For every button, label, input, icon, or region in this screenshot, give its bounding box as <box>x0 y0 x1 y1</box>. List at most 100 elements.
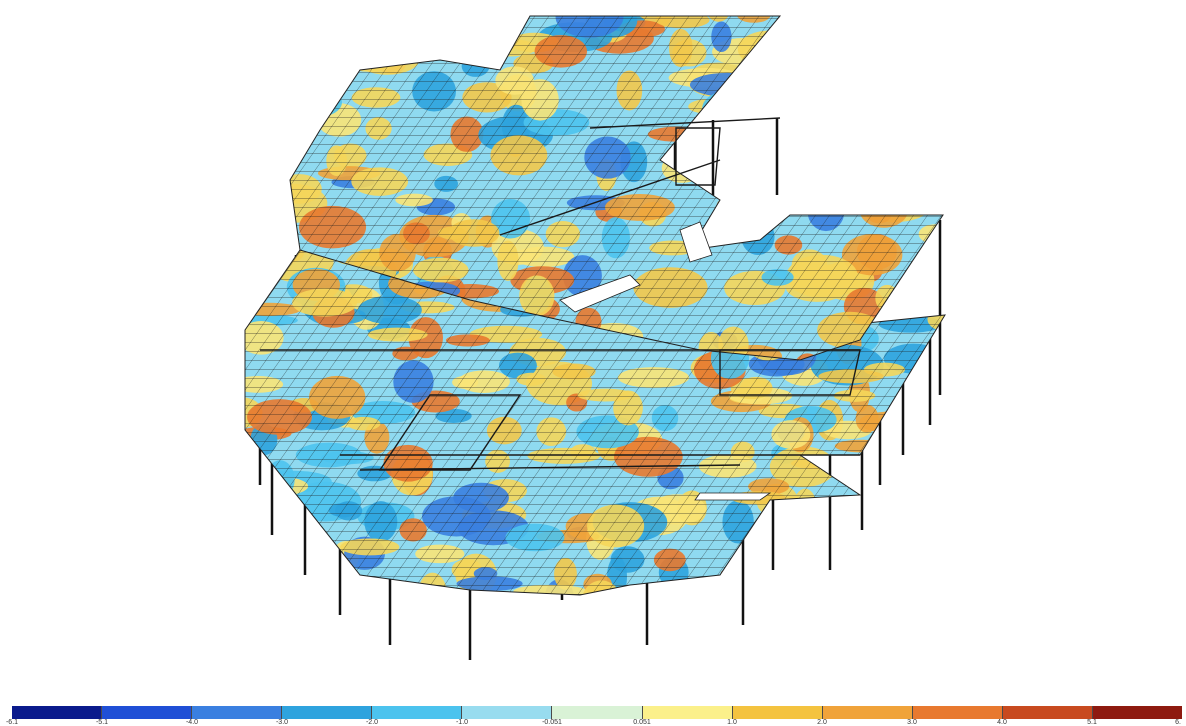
stress-contour-patch <box>362 7 435 50</box>
legend-tick-label: 0.051 <box>633 719 651 726</box>
stress-contour-patch <box>891 288 963 307</box>
stress-contour-patch <box>448 0 493 28</box>
stress-contour-patch <box>864 35 924 69</box>
stress-contour-patch <box>265 11 337 31</box>
legend-tick-label: -1.0 <box>456 719 468 726</box>
legend-swatch <box>552 706 642 719</box>
stress-contour-patch <box>855 193 922 213</box>
stress-contour-patch <box>243 579 265 617</box>
legend-tick-label: 4.0 <box>997 719 1007 726</box>
legend-tick-label: 5.1 <box>1087 719 1097 726</box>
legend-tick-label: -6.1 <box>6 719 18 726</box>
structural-model <box>0 0 1186 700</box>
stress-contour-patch <box>913 483 972 506</box>
stress-contour-patch <box>892 35 932 50</box>
stress-contour-patch <box>812 522 860 562</box>
legend-swatch <box>462 706 552 719</box>
legend-swatch <box>282 706 372 719</box>
stress-contour-patch <box>313 76 342 104</box>
stress-contour-patch <box>276 586 297 606</box>
legend-colorbar <box>12 706 1182 719</box>
stress-contour-patch <box>318 40 359 82</box>
legend-swatch <box>12 706 102 719</box>
stress-contour-patch <box>271 43 309 71</box>
stress-contour-patch <box>715 89 745 133</box>
stress-contour-patch <box>882 56 912 84</box>
stress-contour-patch <box>819 162 864 182</box>
color-legend: -6.1 -5.1 -4.0 -3.0 -2.0 -1.0 -0.051 0.051 1.0 2.… <box>0 700 1186 726</box>
stress-contour-patch <box>258 126 311 152</box>
stress-contour-patch <box>900 460 923 472</box>
legend-tick-label: 2.0 <box>817 719 827 726</box>
stress-contour-patch <box>333 40 354 76</box>
legend-swatch <box>823 706 913 719</box>
slab-opening <box>695 493 770 500</box>
legend-swatch <box>372 706 462 719</box>
stress-contour-patch <box>712 118 781 154</box>
stress-contour-patch <box>363 3 418 18</box>
stress-contour-patch <box>763 575 818 602</box>
legend-swatch <box>192 706 282 719</box>
stress-contour-patch <box>864 576 923 594</box>
stress-contour-patch <box>232 559 308 576</box>
stress-contour-patch <box>751 576 799 613</box>
stress-contour-patch <box>892 292 935 307</box>
legend-tick-label: -0.051 <box>542 719 562 726</box>
stress-contour-patch <box>927 87 950 124</box>
stress-contour-patch <box>262 104 300 143</box>
legend-swatch <box>102 706 192 719</box>
stress-contour-patch <box>865 159 933 185</box>
stress-contour-patch <box>738 583 785 598</box>
stress-contour-patch <box>838 524 863 537</box>
stress-contour-patch <box>777 146 836 183</box>
stress-contour-patch <box>760 39 795 76</box>
stress-contour-patch <box>906 492 977 526</box>
stress-contour-patch <box>938 5 959 24</box>
stress-contour-patch <box>319 10 362 44</box>
stress-contour-patch <box>751 512 817 549</box>
stress-contour-patch <box>821 179 886 204</box>
stress-contour-patch <box>647 590 697 608</box>
stress-contour-patch <box>779 552 804 590</box>
legend-swatch <box>733 706 823 719</box>
legend-tick-label: -2.0 <box>366 719 378 726</box>
stress-contour-patch <box>854 464 930 481</box>
stress-contour-patch <box>770 68 809 103</box>
legend-tick-label: -3.0 <box>276 719 288 726</box>
stress-contour-patch <box>929 230 958 264</box>
stress-contour-patch <box>857 481 932 510</box>
stress-contour-patch <box>908 148 981 179</box>
stress-contour-patch <box>898 113 943 141</box>
legend-tick-label: -4.0 <box>186 719 198 726</box>
stress-contour-patch <box>463 46 490 64</box>
stress-contour-patch <box>717 196 750 216</box>
legend-tick-label: -5.1 <box>96 719 108 726</box>
legend-swatch <box>1093 706 1182 719</box>
stress-contour-patch <box>729 135 798 170</box>
stress-contour-patch <box>826 167 892 197</box>
stress-contour-patch <box>775 570 844 600</box>
stress-contour-patch <box>922 522 965 555</box>
stress-contour-patch <box>335 0 365 34</box>
legend-tick-label: 3.0 <box>907 719 917 726</box>
stress-contour-patch <box>856 164 889 195</box>
stress-contour-patch <box>875 522 939 542</box>
stress-contour-patch <box>905 0 948 27</box>
stress-contour-patch <box>923 0 948 28</box>
legend-swatch <box>913 706 1003 719</box>
stress-contour-patch <box>881 103 950 136</box>
stress-contour-patch <box>871 1 938 44</box>
stress-contour-patch <box>901 27 948 68</box>
stress-contour-patch <box>331 9 395 22</box>
stress-contour-patch <box>892 55 929 74</box>
stress-contour-patch <box>362 33 415 55</box>
legend-tick-label: 1.0 <box>727 719 737 726</box>
stress-contour-patch <box>227 501 274 516</box>
stress-contour-patch <box>909 159 978 190</box>
stress-contour-patch <box>856 51 876 90</box>
stress-contour-patch <box>285 580 346 599</box>
stress-contour-patch <box>209 501 282 526</box>
legend-swatch <box>1003 706 1093 719</box>
model-viewport[interactable] <box>0 0 1186 700</box>
legend-swatch <box>643 706 733 719</box>
